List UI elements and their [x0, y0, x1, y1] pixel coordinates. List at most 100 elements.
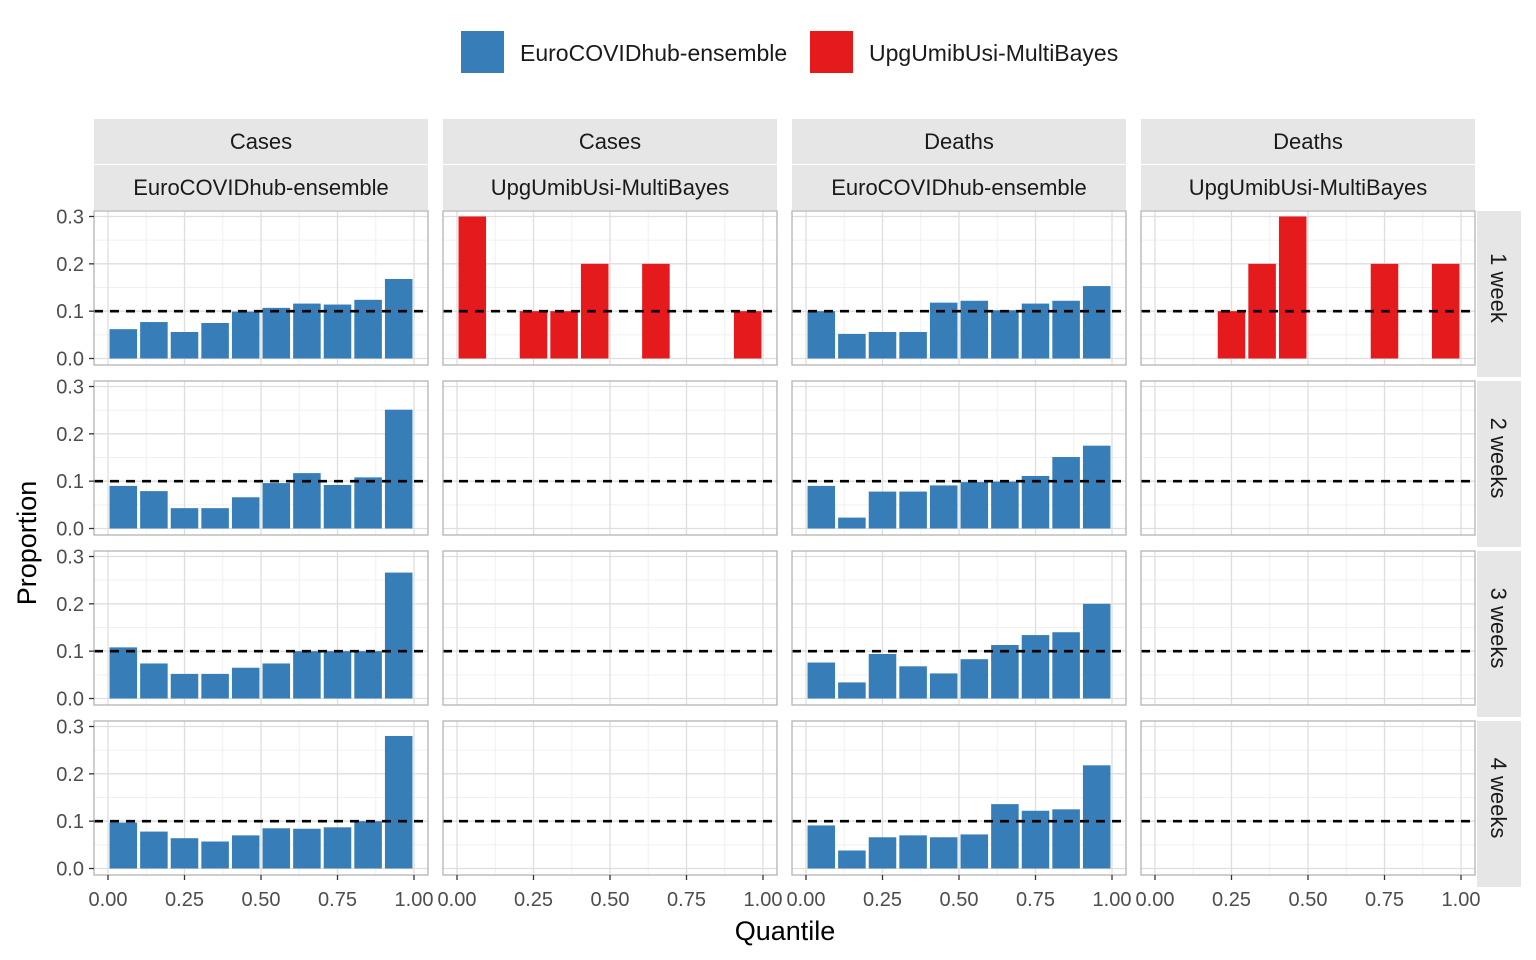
bar [201, 673, 229, 699]
bar [354, 651, 382, 699]
panel-border [1140, 210, 1476, 366]
bar [384, 735, 413, 869]
panel-border [442, 380, 778, 536]
panel-r4-c4 [1140, 720, 1476, 876]
y-tick-label: 0.1 [56, 301, 84, 323]
bar [140, 831, 168, 869]
bar [231, 667, 260, 699]
bar [991, 804, 1019, 869]
x-tick-label: 1.00 [395, 889, 434, 911]
bar [838, 850, 866, 869]
bar [384, 278, 413, 359]
bar [231, 497, 260, 529]
bar [868, 837, 897, 869]
panel-border [791, 380, 1127, 536]
strip-top-label-1: Cases [230, 129, 292, 154]
legend-label-1: EuroCOVIDhub-ensemble [520, 40, 787, 66]
bar [1021, 475, 1050, 529]
bar [323, 304, 352, 359]
bar [1082, 765, 1111, 869]
x-tick-label: 0.25 [514, 889, 553, 911]
x-tick-label: 0.75 [1016, 889, 1055, 911]
bar [991, 481, 1019, 529]
facet-panels [93, 210, 1476, 876]
bar [323, 484, 352, 529]
strip-top-bg-3 [792, 119, 1126, 164]
x-tick-label: 0.50 [940, 889, 979, 911]
bar [960, 659, 989, 699]
x-tick-label: 0.00 [438, 889, 477, 911]
strip-bottom-label-2: UpgUmibUsi-MultiBayes [491, 175, 729, 200]
strip-top-bg-1 [94, 119, 428, 164]
y-tick-label: 0.1 [56, 641, 84, 663]
panel-r3-c3 [791, 550, 1127, 706]
strip-bottom-bg-4 [1141, 165, 1475, 210]
legend-key-1 [461, 31, 504, 73]
bar [354, 821, 382, 869]
facet-strips: Cases EuroCOVIDhub-ensemble Cases UpgUmibUs… [94, 119, 1521, 887]
strip-row-bg-2 [1477, 381, 1521, 547]
x-tick-label: 0.25 [863, 889, 902, 911]
bar [293, 828, 321, 869]
bar [960, 300, 989, 359]
bar [1052, 632, 1080, 699]
bar [201, 841, 229, 869]
y-tick-label: 0.3 [56, 547, 84, 569]
bar [231, 311, 260, 359]
panel-border [1140, 380, 1476, 536]
panel-border [442, 210, 778, 366]
x-tick-label: 0.00 [89, 889, 128, 911]
bar [868, 331, 897, 359]
panel-r1-c3 [791, 210, 1127, 366]
bar [807, 825, 836, 869]
y-tick-label: 0.2 [56, 594, 84, 616]
panel-r3-c2 [442, 550, 778, 706]
bar [807, 311, 836, 359]
bar [170, 331, 199, 359]
bar [1082, 286, 1111, 359]
panel-r4-c3 [791, 720, 1127, 876]
strip-row-bg-1 [1477, 211, 1521, 377]
bar [384, 409, 413, 529]
y-tick-label: 0.2 [56, 254, 84, 276]
panel-border [791, 550, 1127, 706]
panel-r3-c1 [93, 550, 429, 706]
strip-row-bg-4 [1477, 721, 1521, 887]
bar [293, 651, 321, 699]
bar [899, 331, 927, 359]
bar [838, 517, 866, 529]
x-tick-label: 1.00 [744, 889, 783, 911]
x-tick-label: 0.75 [1365, 889, 1404, 911]
bar [201, 323, 229, 359]
bar [1021, 810, 1050, 869]
bar [991, 645, 1019, 699]
bar [868, 491, 897, 529]
x-tick-label: 0.50 [591, 889, 630, 911]
bar [899, 491, 927, 529]
bar [929, 673, 958, 699]
bar [140, 322, 168, 359]
bar [384, 572, 413, 699]
y-tick-label: 0.0 [56, 689, 84, 711]
bar [550, 311, 578, 359]
y-tick-label: 0.3 [56, 207, 84, 229]
y-tick-label: 0.3 [56, 717, 84, 739]
bar [868, 654, 897, 699]
bar [109, 647, 138, 699]
panel-border [442, 550, 778, 706]
panel-r3-c4 [1140, 550, 1476, 706]
strip-row-bg-3 [1477, 551, 1521, 717]
panel-border [93, 210, 429, 366]
bar [262, 483, 291, 529]
y-tick-label: 0.1 [56, 471, 84, 493]
strip-bottom-bg-1 [94, 165, 428, 210]
x-tick-label: 0.75 [667, 889, 706, 911]
bar [899, 835, 927, 869]
panel-r2-c3 [791, 380, 1127, 536]
y-tick-label: 0.0 [56, 859, 84, 881]
bar [1278, 216, 1307, 359]
bar [201, 508, 229, 529]
bar [838, 333, 866, 359]
bar [899, 666, 927, 699]
